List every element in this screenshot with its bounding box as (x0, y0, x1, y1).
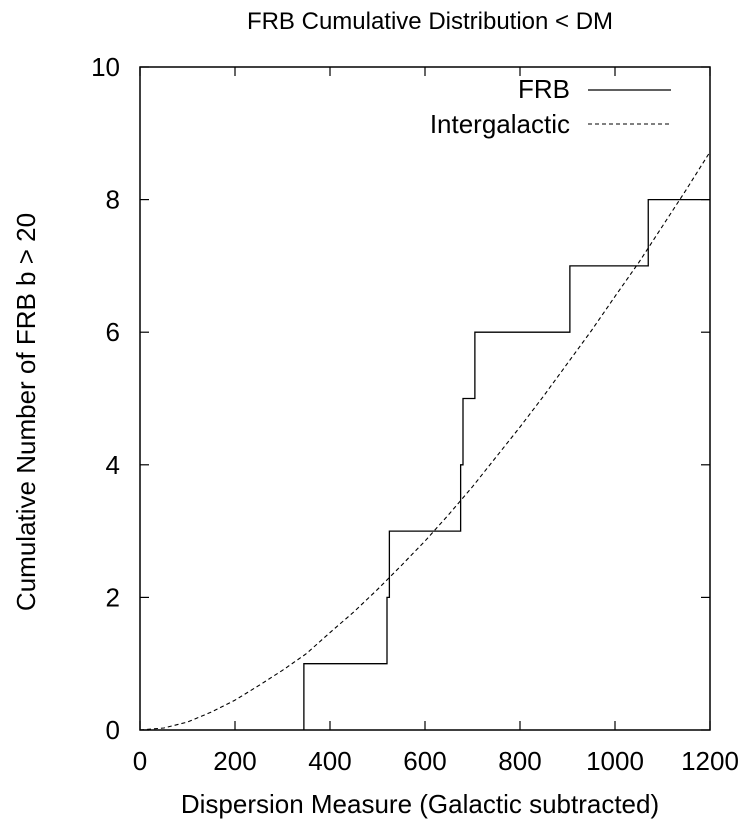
y-axis-label: Cumulative Number of FRB b > 20 (11, 213, 41, 611)
y-tick-label: 4 (106, 450, 120, 480)
x-axis-label: Dispersion Measure (Galactic subtracted) (181, 789, 659, 819)
x-tick-label: 800 (498, 746, 541, 776)
series-line-frb (303, 198, 710, 730)
x-tick-label: 1200 (681, 746, 739, 776)
x-tick-label: 200 (213, 746, 256, 776)
x-tick-label: 400 (308, 746, 351, 776)
legend-label-frb: FRB (518, 74, 570, 104)
y-tick-label: 2 (106, 582, 120, 612)
x-tick-label: 600 (403, 746, 446, 776)
series-layer (139, 151, 711, 731)
y-tick-label: 8 (106, 185, 120, 215)
y-tick-label: 10 (91, 52, 120, 82)
legend: FRB Intergalactic (430, 74, 671, 139)
x-axis-ticks: 0 200 400 600 800 1000 1200 (133, 67, 739, 776)
chart-title: FRB Cumulative Distribution < DM (247, 8, 613, 35)
series-line-intergalactic (139, 151, 711, 731)
x-tick-label: 0 (133, 746, 147, 776)
x-tick-label: 1000 (586, 746, 644, 776)
y-axis-ticks: 0 2 4 6 8 10 (91, 52, 710, 745)
y-tick-label: 6 (106, 317, 120, 347)
y-tick-label: 0 (106, 715, 120, 745)
legend-label-intergalactic: Intergalactic (430, 109, 570, 139)
plot-border (139, 66, 711, 731)
plot-frame (139, 66, 711, 731)
